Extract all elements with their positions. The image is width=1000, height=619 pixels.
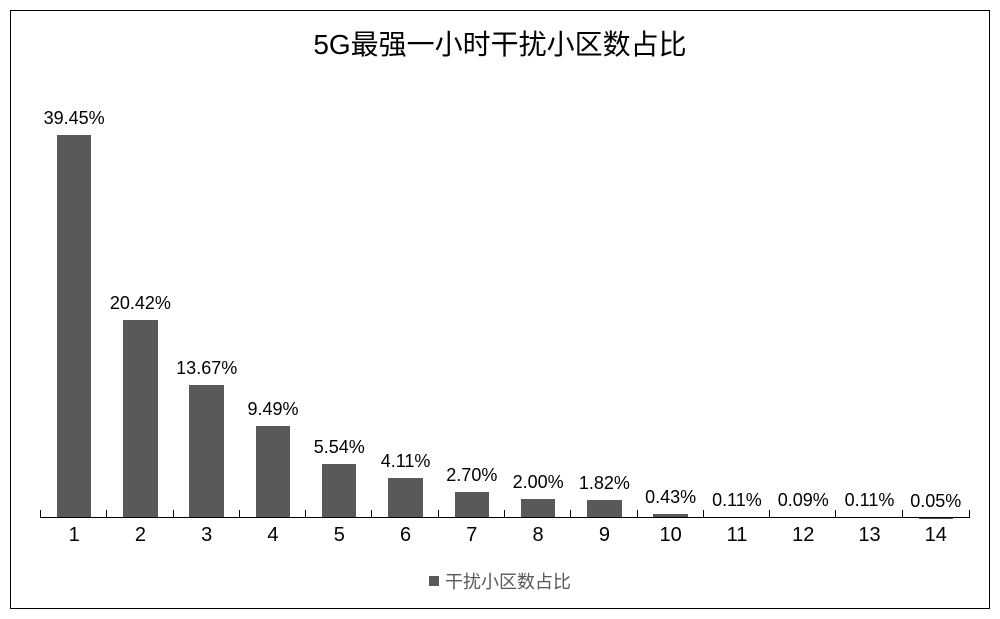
bar-value-label: 5.54% [314, 437, 365, 458]
bar [57, 135, 91, 518]
bar-value-label: 1.82% [579, 473, 630, 494]
x-tick-label: 6 [372, 524, 438, 552]
bar-slot: 0.09% [770, 81, 836, 518]
bar-value-label: 0.09% [778, 490, 829, 511]
x-tick-label: 1 [41, 524, 107, 552]
bar-slot: 39.45% [41, 81, 107, 518]
legend-swatch [429, 576, 439, 586]
bar-slot: 1.82% [571, 81, 637, 518]
x-tick-label: 8 [505, 524, 571, 552]
bar-value-label: 9.49% [247, 399, 298, 420]
bar-slot: 4.11% [372, 81, 438, 518]
chart-container: 5G最强一小时干扰小区数占比 39.45% 20.42% 13.67% 9.49% 5.… [10, 10, 990, 609]
bar [189, 385, 223, 518]
x-tick-marks [41, 510, 969, 518]
bar-value-label: 2.70% [446, 465, 497, 486]
bar-slot: 2.70% [439, 81, 505, 518]
x-tick-label: 9 [571, 524, 637, 552]
x-tick-label: 2 [107, 524, 173, 552]
x-tick-label: 4 [240, 524, 306, 552]
x-tick-label: 5 [306, 524, 372, 552]
bar-value-label: 0.11% [712, 490, 762, 511]
bar-slot: 0.05% [903, 81, 969, 518]
bar-value-label: 0.43% [645, 487, 696, 508]
bar-slot: 0.11% [836, 81, 902, 518]
bar-slot: 2.00% [505, 81, 571, 518]
legend: 干扰小区数占比 [11, 568, 989, 594]
x-tick-label: 10 [638, 524, 704, 552]
bar-value-label: 13.67% [176, 358, 237, 379]
x-tick-label: 11 [704, 524, 770, 552]
x-tick-label: 12 [770, 524, 836, 552]
bar-value-label: 2.00% [513, 472, 564, 493]
bar-slot: 5.54% [306, 81, 372, 518]
x-tick-label: 13 [836, 524, 902, 552]
bars-row: 39.45% 20.42% 13.67% 9.49% 5.54% 4.11% 2.70% 2.… [41, 81, 969, 518]
x-tick-labels: 1234567891011121314 [41, 524, 969, 552]
x-tick-label: 14 [903, 524, 969, 552]
chart-title: 5G最强一小时干扰小区数占比 [11, 11, 989, 63]
bar-slot: 0.11% [704, 81, 770, 518]
legend-label: 干扰小区数占比 [445, 572, 571, 592]
bar [256, 426, 290, 518]
x-tick-label: 7 [439, 524, 505, 552]
bar-value-label: 0.11% [845, 490, 895, 511]
bar [123, 320, 157, 518]
bar-slot: 13.67% [174, 81, 240, 518]
plot-area: 39.45% 20.42% 13.67% 9.49% 5.54% 4.11% 2.70% 2.… [41, 81, 969, 518]
bar-value-label: 20.42% [110, 293, 171, 314]
bar-slot: 20.42% [107, 81, 173, 518]
bar-value-label: 4.11% [381, 451, 431, 472]
bar-slot: 0.43% [638, 81, 704, 518]
bar-value-label: 0.05% [910, 491, 961, 512]
bar-slot: 9.49% [240, 81, 306, 518]
bar-value-label: 39.45% [44, 108, 105, 129]
x-tick-label: 3 [174, 524, 240, 552]
